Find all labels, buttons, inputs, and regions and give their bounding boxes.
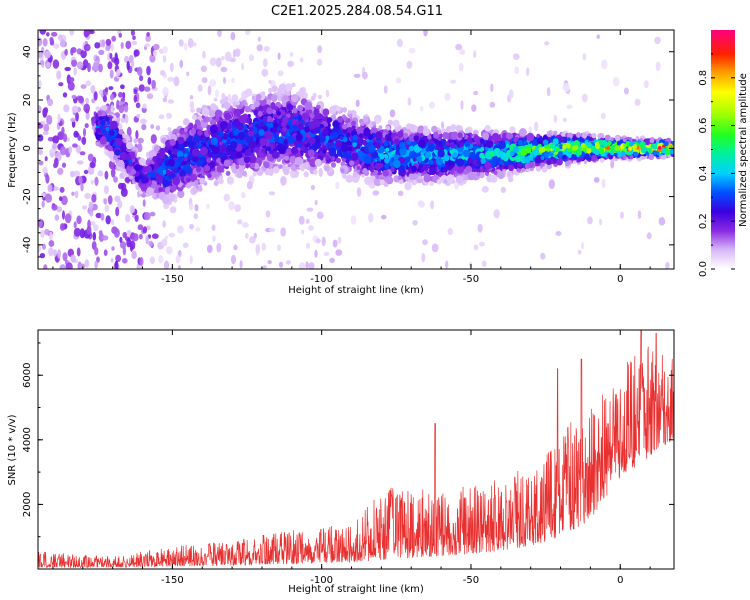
spectrogram-x-tick-label: -150 — [161, 274, 184, 285]
spectrogram-x-tick-label: -100 — [310, 274, 333, 285]
colorbar-ticks: 0.0 0.2 0.4 0.6 0.8 — [698, 53, 735, 277]
colorbar-tick-label: 0.0 — [698, 261, 709, 277]
snr-y-tick-label: 6000 — [22, 362, 33, 387]
spectrogram-panel: -150 -100 -50 0 -40 -20 0 20 40 Height of strai… — [7, 29, 675, 296]
snr-x-label: Height of straight line (km) — [288, 584, 424, 595]
spectrogram-y-label: Frequency (Hz) — [7, 112, 18, 188]
spectrogram-y-ticks: -40 -20 0 20 40 — [22, 39, 674, 270]
snr-frame — [37, 329, 675, 570]
spectrogram-heatmap — [38, 30, 674, 269]
snr-x-tick-label: 0 — [617, 575, 623, 586]
colorbar-tick-label: 0.6 — [698, 118, 709, 134]
spectrogram-frame — [37, 29, 675, 270]
spectrogram-y-tick-label: -40 — [22, 237, 33, 253]
snr-panel: -150 -100 -50 0 2000 4000 6000 Height of stra… — [7, 329, 675, 595]
snr-x-ticks: -150 -100 -50 0 — [52, 330, 651, 586]
colorbar-tick-label: 0.4 — [698, 165, 709, 181]
snr-x-tick-label: -100 — [310, 575, 333, 586]
colorbar-gradient — [711, 30, 735, 269]
spectrogram-x-tick-label: 0 — [617, 274, 623, 285]
colorbar-label: Normalized spectral amplitude — [738, 73, 749, 227]
snr-background — [38, 330, 674, 569]
snr-y-tick-label: 2000 — [22, 492, 33, 517]
snr-x-tick-label: -150 — [161, 575, 184, 586]
spectrogram-x-ticks: -150 -100 -50 0 — [52, 30, 651, 285]
colorbar-tick-label: 0.8 — [698, 70, 709, 86]
snr-series — [38, 330, 674, 569]
spectrogram-x-label: Height of straight line (km) — [288, 285, 424, 296]
colorbar-tick-label: 0.2 — [698, 213, 709, 229]
spectrogram-y-tick-label: -20 — [22, 188, 33, 204]
snr-x-tick-label: -50 — [463, 575, 479, 586]
snr-y-ticks: 2000 4000 6000 — [22, 342, 674, 538]
snr-y-label: SNR (10 * v/v) — [7, 414, 18, 485]
spectrogram-x-tick-label: -50 — [463, 274, 479, 285]
colorbar: 0.0 0.2 0.4 0.6 0.8 Normalized spectral ampl… — [698, 30, 749, 277]
snr-y-tick-label: 4000 — [22, 427, 33, 452]
figure-title: C2E1.2025.284.08.54.G11 — [271, 4, 443, 19]
snr-line — [38, 330, 674, 569]
spectrogram-y-tick-label: 0 — [22, 145, 33, 151]
spectrogram-y-tick-label: 20 — [22, 94, 33, 107]
spectrogram-y-tick-label: 40 — [22, 45, 33, 58]
